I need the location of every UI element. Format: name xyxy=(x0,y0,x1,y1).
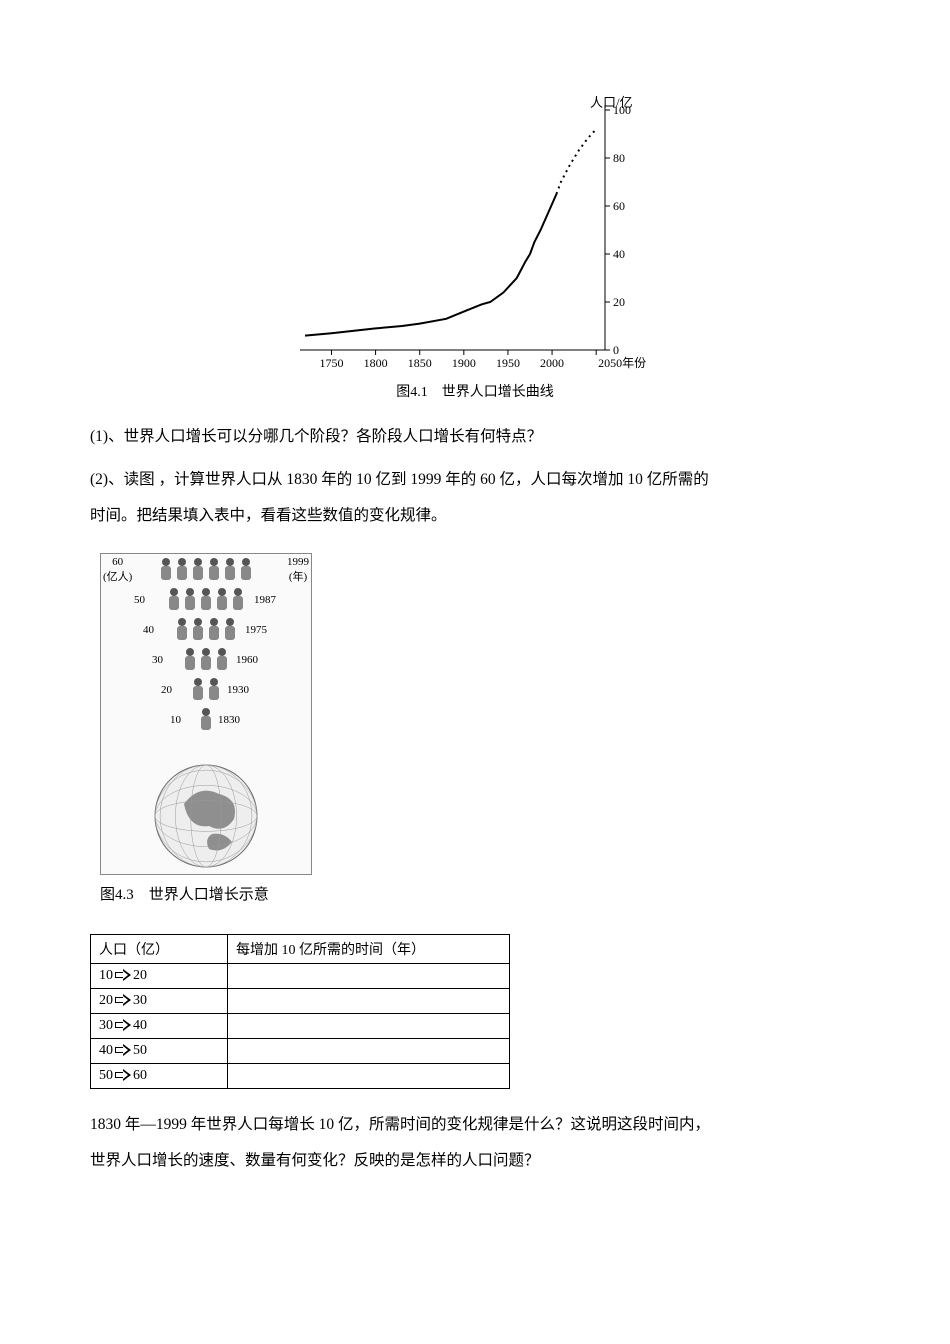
figure2-row: 10 1830 xyxy=(101,708,311,732)
person-icon xyxy=(215,648,229,672)
figure2-caption: 图4.3 世界人口增长示意 xyxy=(100,883,330,904)
svg-text:60: 60 xyxy=(613,199,625,213)
person-icon xyxy=(239,558,253,582)
figure2-row: 20 1930 xyxy=(101,678,311,702)
figure2-left-label: 10 xyxy=(170,714,181,726)
figure2-left-label: 20 xyxy=(161,684,172,696)
person-icon xyxy=(231,588,245,612)
question-2-line1: (2)、读图 ，计算世界人口从 1830 年的 10 亿到 1999 年的 60… xyxy=(90,464,860,497)
svg-text:40: 40 xyxy=(613,247,625,261)
figure2-row: 60(亿人) 1999(年) xyxy=(101,558,311,582)
svg-text:2000: 2000 xyxy=(540,356,564,370)
question-2-line2: 时间。把结果填入表中，看看这些数值的变化规律。 xyxy=(90,500,860,533)
person-icon xyxy=(191,678,205,702)
final-question-line1: 1830 年—1999 年世界人口每增长 10 亿，所需时间的变化规律是什么？这… xyxy=(90,1109,860,1142)
population-table: 人口（亿） 每增加 10 亿所需的时间（年） 10202030304040505… xyxy=(90,934,510,1089)
arrow-right-icon xyxy=(115,995,131,1005)
svg-text:1900: 1900 xyxy=(452,356,476,370)
person-icon xyxy=(191,558,205,582)
table-range-cell: 2030 xyxy=(91,988,228,1013)
arrow-right-icon xyxy=(115,1020,131,1030)
person-icon xyxy=(223,618,237,642)
table-duration-cell xyxy=(228,1038,510,1063)
svg-text:1750: 1750 xyxy=(319,356,343,370)
final-question-line2: 世界人口增长的速度、数量有何变化？反映的是怎样的人口问题？ xyxy=(90,1145,860,1178)
person-icon xyxy=(183,588,197,612)
person-icon xyxy=(199,648,213,672)
table-header-col2: 每增加 10 亿所需的时间（年） xyxy=(228,934,510,963)
figure2-right-label: 1960 xyxy=(236,654,258,666)
arrow-right-icon xyxy=(115,1045,131,1055)
svg-text:1950: 1950 xyxy=(496,356,520,370)
table-row: 4050 xyxy=(91,1038,510,1063)
table-header-col1: 人口（亿） xyxy=(91,934,228,963)
svg-text:1800: 1800 xyxy=(364,356,388,370)
table-duration-cell xyxy=(228,963,510,988)
figure2-row: 40 1975 xyxy=(101,618,311,642)
person-icon xyxy=(223,558,237,582)
table-duration-cell xyxy=(228,1063,510,1088)
person-icon xyxy=(175,618,189,642)
person-icon xyxy=(215,588,229,612)
figure2-row: 30 1960 xyxy=(101,648,311,672)
figure2-right-label: 1975 xyxy=(245,624,267,636)
table-range-cell: 4050 xyxy=(91,1038,228,1063)
table-row: 1020 xyxy=(91,963,510,988)
svg-text:0: 0 xyxy=(613,343,619,357)
table-range-cell: 1020 xyxy=(91,963,228,988)
table-row: 3040 xyxy=(91,1013,510,1038)
svg-text:2050年份: 2050年份 xyxy=(598,356,646,370)
figure2-right-label: 1930 xyxy=(227,684,249,696)
person-icon xyxy=(183,648,197,672)
figure2-left-label: 30 xyxy=(152,654,163,666)
figure2-left-label: 60(亿人) xyxy=(103,556,132,584)
table-duration-cell xyxy=(228,1013,510,1038)
figure2-left-label: 40 xyxy=(143,624,154,636)
person-icon xyxy=(191,618,205,642)
table-row: 2030 xyxy=(91,988,510,1013)
svg-text:20: 20 xyxy=(613,295,625,309)
svg-text:80: 80 xyxy=(613,151,625,165)
table-range-cell: 5060 xyxy=(91,1063,228,1088)
figure2-right-label: 1987 xyxy=(254,594,276,606)
person-icon xyxy=(199,588,213,612)
person-icon xyxy=(159,558,173,582)
table-duration-cell xyxy=(228,988,510,1013)
chart-y-axis-title: 人口/亿 xyxy=(590,92,633,111)
figure2-stage: 60(亿人)1999(年)501987401975301960201930101… xyxy=(100,553,312,875)
person-icon xyxy=(207,558,221,582)
person-icon xyxy=(175,558,189,582)
figure2-right-label: 1830 xyxy=(218,714,240,726)
figure2-row: 50 1987 xyxy=(101,588,311,612)
person-icon xyxy=(207,618,221,642)
question-1: (1)、世界人口增长可以分哪几个阶段？各阶段人口增长有何特点？ xyxy=(90,421,860,454)
globe-icon xyxy=(154,764,258,868)
arrow-right-icon xyxy=(115,1070,131,1080)
document-page: 人口/亿 1750 1800 1850 1900 1950 2000 2050年份0 20 40… xyxy=(0,0,950,1344)
figure2-left-label: 50 xyxy=(134,594,145,606)
population-growth-chart: 人口/亿 1750180018501900195020002050年份02040… xyxy=(295,100,655,401)
chart-svg: 1750180018501900195020002050年份0204060801… xyxy=(295,100,655,370)
table-row: 5060 xyxy=(91,1063,510,1088)
person-icon xyxy=(207,678,221,702)
arrow-right-icon xyxy=(115,970,131,980)
svg-text:1850: 1850 xyxy=(408,356,432,370)
population-pyramid-figure: 60(亿人)1999(年)501987401975301960201930101… xyxy=(100,553,330,904)
table-range-cell: 3040 xyxy=(91,1013,228,1038)
chart-caption: 图4.1 世界人口增长曲线 xyxy=(295,381,655,401)
person-icon xyxy=(167,588,181,612)
table-header-row: 人口（亿） 每增加 10 亿所需的时间（年） xyxy=(91,934,510,963)
figure2-right-label: 1999(年) xyxy=(287,556,309,584)
person-icon xyxy=(199,708,213,732)
